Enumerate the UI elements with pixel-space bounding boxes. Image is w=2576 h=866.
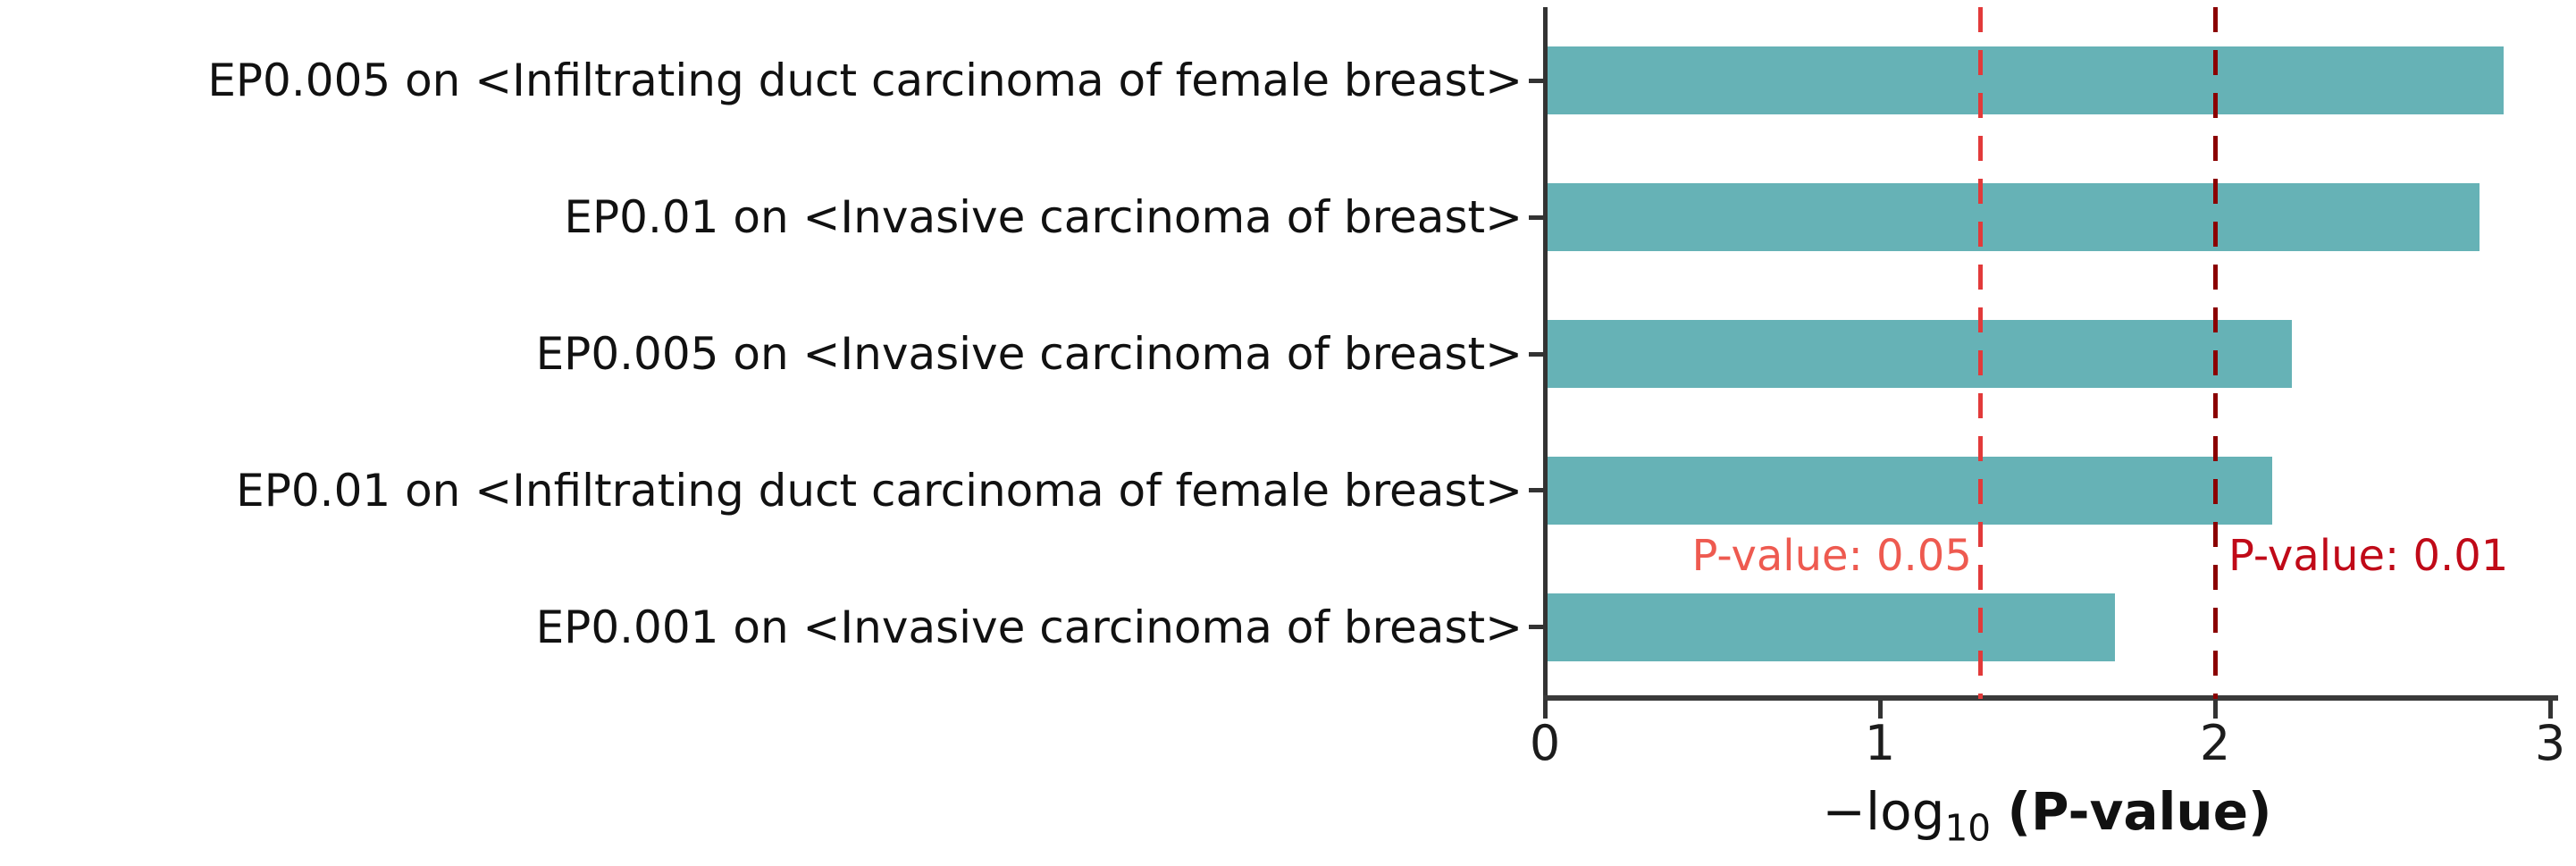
- x-tick-label: 0: [1529, 715, 1561, 771]
- x-tick-mark: [1542, 700, 1548, 719]
- x-axis-title-main: −log: [1822, 781, 1945, 842]
- y-tick-mark: [1529, 214, 1544, 220]
- x-tick-label: 2: [2199, 715, 2231, 771]
- threshold-label: P-value: 0.01: [2228, 531, 2509, 581]
- bar: [1548, 320, 2293, 388]
- x-axis-title-bold: (P-value): [2007, 781, 2272, 842]
- category-label: EP0.005 on <Invasive carcinoma of breast…: [535, 328, 1523, 380]
- y-axis-line: [1543, 7, 1548, 700]
- x-axis-title-subscript: 10: [1944, 806, 1992, 850]
- x-tick-label: 3: [2534, 715, 2566, 771]
- category-label: EP0.005 on <Infiltrating duct carcinoma …: [207, 55, 1523, 107]
- bar: [1548, 593, 2115, 661]
- x-axis-title: −log10 (P-value): [1690, 781, 2404, 850]
- x-tick-mark: [2547, 700, 2553, 719]
- x-tick-mark: [2212, 700, 2218, 719]
- threshold-label: P-value: 0.05: [1691, 531, 1972, 581]
- x-tick-label: 1: [1864, 715, 1896, 771]
- y-tick-mark: [1529, 78, 1544, 83]
- category-label: EP0.01 on <Invasive carcinoma of breast>: [564, 191, 1523, 244]
- x-tick-mark: [1877, 700, 1883, 719]
- y-tick-mark: [1529, 351, 1544, 357]
- threshold-line: [2212, 7, 2218, 699]
- bar: [1548, 183, 2480, 252]
- x-axis-line: [1543, 695, 2558, 701]
- y-tick-mark: [1529, 488, 1544, 493]
- bar: [1548, 46, 2504, 115]
- bar: [1548, 456, 2272, 525]
- category-label: EP0.001 on <Invasive carcinoma of breast…: [535, 601, 1523, 653]
- category-label: EP0.01 on <Infiltrating duct carcinoma o…: [236, 464, 1523, 517]
- y-tick-mark: [1529, 625, 1544, 630]
- threshold-line: [1978, 7, 1984, 699]
